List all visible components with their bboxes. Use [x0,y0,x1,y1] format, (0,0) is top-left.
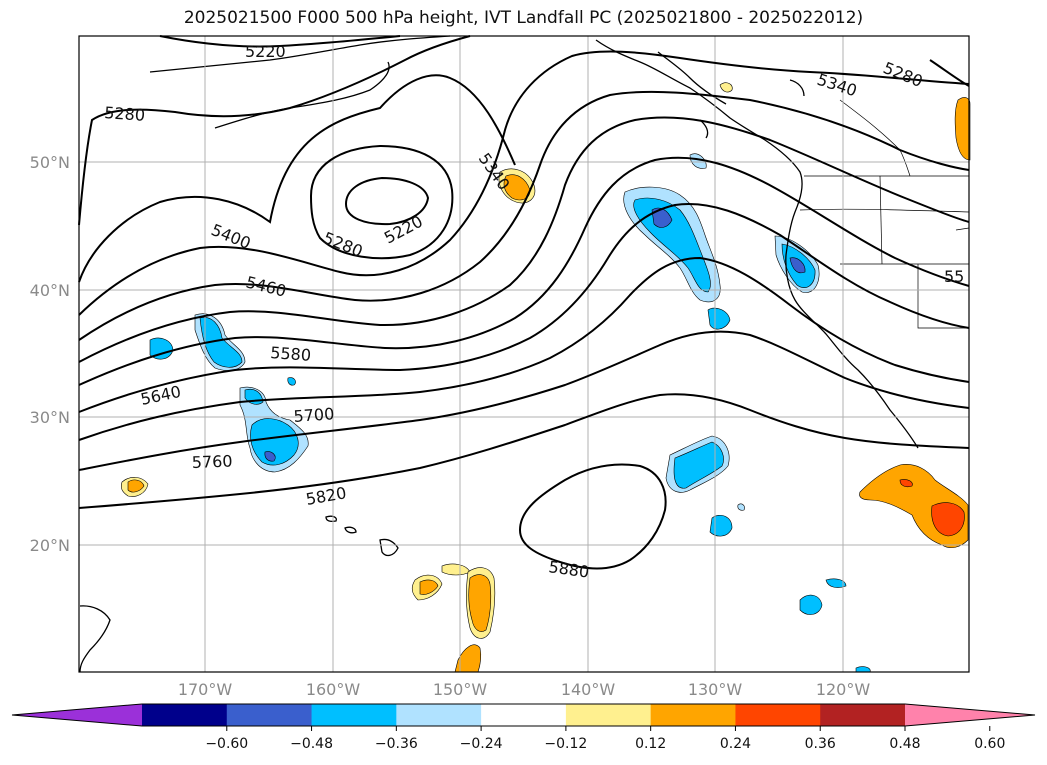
colorbar-segment [650,704,736,726]
lat-label: 30°N [30,408,70,427]
longitude-labels: 170°W 160°W 150°W 140°W 130°W 120°W [178,680,871,699]
map-title: 2025021500 F000 500 hPa height, IVT Land… [183,8,864,28]
lat-label: 40°N [30,281,70,300]
contour-label: 5580 [270,343,312,365]
lon-label: 170°W [178,680,233,699]
colorbar-segment [226,704,313,726]
map-border [78,35,970,673]
colorbar-tick-label: −0.24 [460,736,503,752]
colorbar-segment [142,704,228,726]
lon-label: 130°W [688,680,743,699]
lon-label: 160°W [306,680,361,699]
colorbar-tick-label: 0.36 [805,736,836,752]
colorbar-tick-label: 0.24 [720,736,751,752]
colorbar-segment [396,704,482,726]
lon-label: 120°W [816,680,871,699]
lon-label: 150°W [433,680,488,699]
lat-label: 50°N [30,153,70,172]
latitude-labels: 50°N 40°N 30°N 20°N [30,153,70,555]
state-boundaries [799,99,970,329]
colorbar-tick-label: 0.60 [974,736,1005,752]
colorbar-lower-extend [12,704,142,726]
colorbar-upper-extend [905,704,1035,726]
colorbar-tick-label: 0.48 [889,736,920,752]
colorbar-segment [735,704,821,726]
colorbar-tick-label: −0.60 [205,736,248,752]
colorbar-segment [481,704,567,726]
colorbar-segment [820,704,906,726]
graticule [79,36,969,672]
lat-label: 20°N [30,536,70,555]
colorbar-tick-label: 0.12 [635,736,666,752]
colorbar-outline [11,703,1036,727]
height-contours [78,35,970,570]
colorbar-tick-label: −0.36 [375,736,418,752]
colorbar-segment [311,704,397,726]
colorbar-segment [565,704,652,726]
contour-label: 5280 [104,103,146,125]
colorbar-tick-label: −0.48 [290,736,333,752]
contour-label: 5700 [293,404,335,426]
colorbar-tick-label: −0.12 [544,736,587,752]
contour-label: 5220 [245,42,286,61]
contour-label: 5760 [191,452,232,472]
colorbar: −0.60 −0.48 −0.36 −0.24 −0.12 0.12 0.24 0.36 0.4… [11,703,1036,752]
contour-label: 55 [944,267,964,286]
lon-label: 140°W [561,680,616,699]
